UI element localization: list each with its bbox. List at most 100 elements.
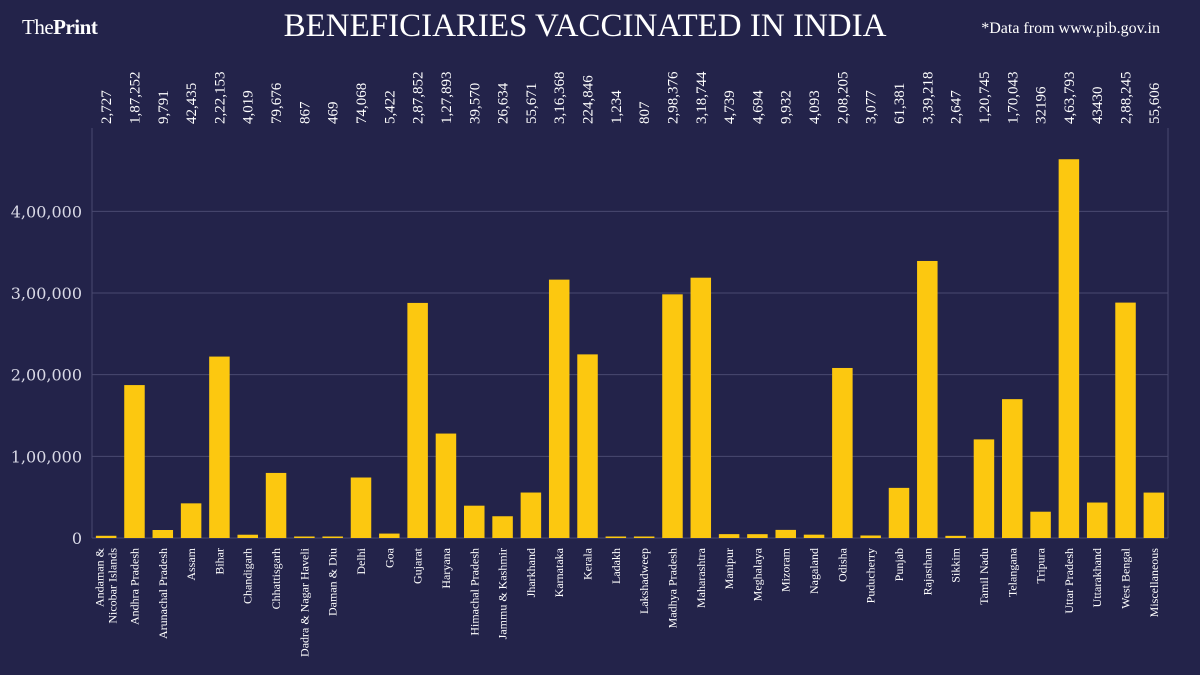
bar [1002,399,1023,538]
bar [633,536,655,538]
category-label: Tamil Nadu [977,548,991,605]
brand-prefix: The [22,15,54,39]
value-label: 3,16,368 [552,72,568,125]
category-label: Chhattisgarh [269,548,283,609]
bar [1143,492,1165,538]
category-label: Dadra & Nagar Haveli [297,547,311,657]
category-label: Himachal Pradesh [467,548,481,636]
bar [945,535,966,538]
category-label: Rajasthan [920,548,934,595]
bar [492,516,513,538]
value-label: 1,234 [609,90,625,124]
value-label: 4,093 [807,90,823,124]
brand-name: Print [53,15,98,39]
category-label: Chandigarh [241,548,255,604]
bar [775,529,796,538]
category-label: Ladakh [609,548,623,584]
bar [747,534,768,538]
value-label: 74,068 [354,83,370,124]
value-label: 3,18,744 [694,71,710,124]
category-label: Miscellaneous [1147,548,1161,618]
value-label: 2,647 [949,90,965,124]
category-label: Puducherry [864,548,878,603]
bar [294,536,315,538]
bar [662,294,683,538]
category-label: Manipur [722,548,736,589]
value-label: 55,606 [1147,82,1163,124]
value-label: 4,019 [241,90,257,124]
y-axis-ticks: 0 1,00,000 2,00,000 3,00,000 4,00,000 [11,202,82,548]
bar [577,354,598,538]
bar [350,477,372,538]
category-label: Mizoram [779,547,793,592]
bar [1086,502,1108,538]
value-label: 55,671 [524,83,540,124]
value-label: 2,08,205 [835,72,851,125]
bar [803,534,825,538]
value-label: 26,634 [496,82,512,124]
value-label: 2,88,245 [1119,72,1135,125]
bar [124,385,145,538]
value-label: 9,791 [156,90,172,124]
y-tick-label: 2,00,000 [11,366,82,385]
bar [973,439,995,538]
category-label: Haryana [439,547,453,588]
y-tick-label: 0 [72,529,82,548]
bar [1115,302,1136,538]
category-label: Maharashtra [694,547,708,608]
value-label: 32196 [1034,86,1050,124]
value-label: 5,422 [382,90,398,124]
category-label: Jharkhand [524,548,538,597]
category-label: Nagaland [807,548,821,594]
value-label: 3,39,218 [920,72,936,125]
bar [407,302,428,538]
category-labels: Andaman & Nicobar Islands Andhra Pradesh Ar… [93,547,1161,657]
bar [322,536,343,538]
value-label: 1,87,252 [127,72,143,125]
category-label: Daman & Diu [326,548,340,616]
value-label: 469 [326,102,342,125]
category-label: Tripura [1034,547,1048,583]
category-label: Telangana [1005,547,1019,597]
bar [180,503,202,538]
category-label: Uttar Pradesh [1062,548,1076,614]
value-label: 2,87,852 [411,72,427,125]
y-tick-label: 4,00,000 [11,202,82,221]
chart-title: BENEFICIARIES VACCINATED IN INDIA [283,8,887,44]
category-label: West Bengal [1119,547,1133,608]
category-label: Arunachal Pradesh [156,548,170,639]
y-tick-label: 1,00,000 [11,447,82,466]
category-label: Nicobar Islands [106,548,120,624]
value-labels: 2,727 1,87,252 9,791 42,435 2,22,153 4,019 79,… [99,71,1163,124]
value-label: 43430 [1090,87,1106,125]
bar [860,535,881,538]
bar [265,472,287,538]
category-label: Delhi [354,547,368,574]
category-label: Karnataka [552,547,566,597]
bar [888,487,910,538]
category-label: Kerala [581,547,595,580]
bar [464,505,485,538]
brand-logo: ThePrint [22,15,98,40]
category-label: Jammu & Kashmir [496,548,510,639]
bar [605,536,627,538]
value-label: 2,22,153 [212,72,228,125]
bar [690,277,712,538]
bar [237,534,258,538]
bar [1030,511,1051,538]
bar [152,530,174,538]
category-label: Punjab [892,548,906,581]
category-label: Madhya Pradesh [665,548,679,628]
bar [95,535,117,538]
value-label: 61,381 [892,83,908,124]
value-label: 4,694 [750,90,766,124]
value-label: 39,570 [467,83,483,124]
value-label: 1,20,745 [977,72,993,125]
bar [379,533,400,538]
value-label: 4,63,793 [1062,72,1078,125]
category-label: Bihar [212,548,226,575]
value-label: 42,435 [184,83,200,124]
source-note: *Data from www.pib.gov.in [981,20,1160,37]
category-label: Uttarakhand [1090,548,1104,607]
value-label: 1,70,043 [1005,72,1021,125]
